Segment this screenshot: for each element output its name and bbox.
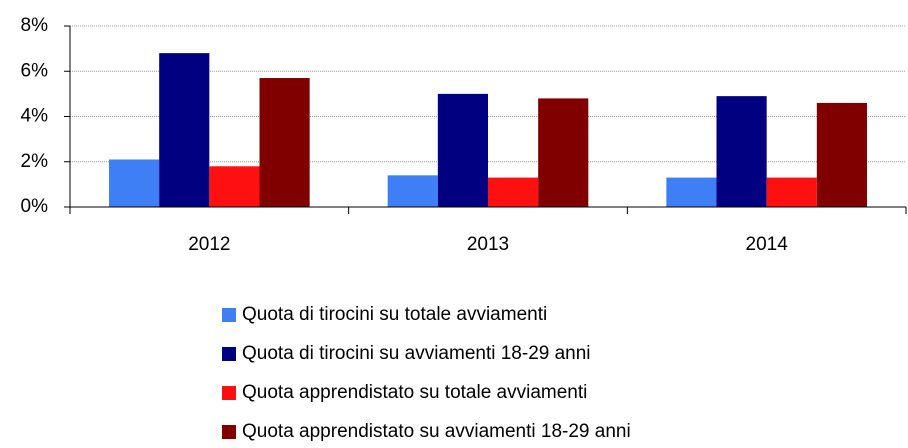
- legend-label: Quota apprendistato su avviamenti 18-29 …: [242, 421, 631, 442]
- bar: [488, 177, 539, 207]
- bar: [109, 159, 160, 207]
- legend-label: Quota di tirocini su totale avviamenti: [242, 304, 547, 325]
- legend-label: Quota apprendistato su totale avviamenti: [242, 382, 587, 403]
- bar: [666, 177, 717, 207]
- bar: [387, 175, 438, 207]
- bar: [209, 166, 260, 207]
- y-tick-label: 6%: [21, 60, 49, 81]
- legend-swatch: [222, 347, 236, 361]
- x-tick-label: 2012: [188, 234, 230, 255]
- x-tick-label: 2013: [467, 234, 509, 255]
- legend-swatch: [222, 386, 236, 400]
- y-tick-label: 2%: [21, 151, 49, 172]
- x-tick-label: 2014: [746, 234, 789, 255]
- bar: [259, 78, 310, 207]
- y-tick-label: 4%: [21, 106, 49, 127]
- bar: [538, 98, 589, 207]
- y-tick-label: 0%: [21, 196, 49, 217]
- y-tick-label: 8%: [21, 15, 49, 36]
- bar: [159, 53, 210, 208]
- legend-swatch: [222, 308, 236, 322]
- bar: [816, 102, 867, 207]
- legend-label: Quota di tirocini su avviamenti 18-29 an…: [242, 343, 591, 364]
- bar: [716, 96, 767, 207]
- bar: [437, 93, 488, 207]
- legend-swatch: [222, 425, 236, 439]
- bar: [766, 177, 817, 207]
